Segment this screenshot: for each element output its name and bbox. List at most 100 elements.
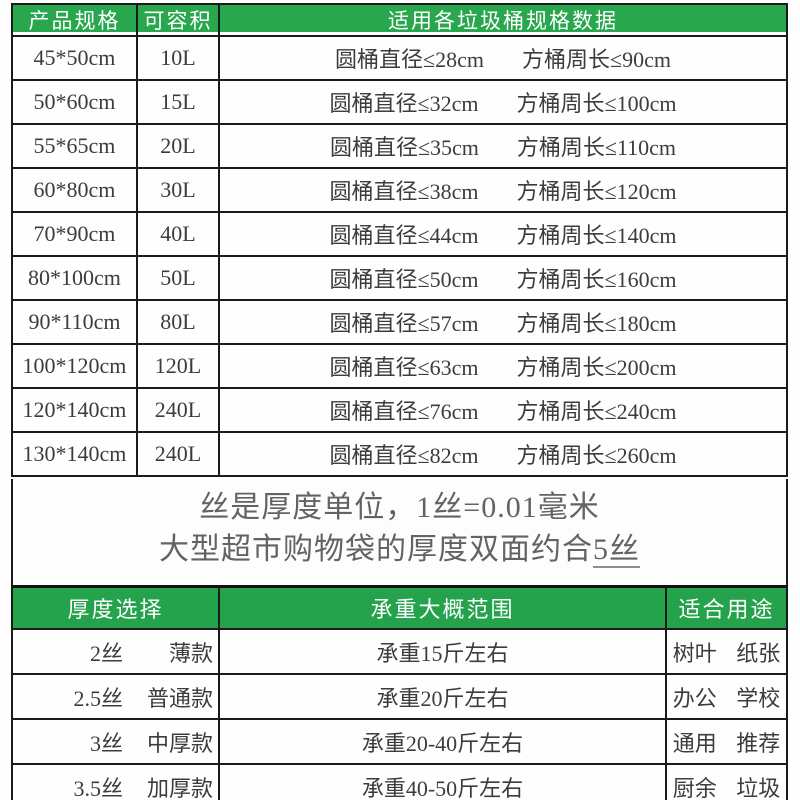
note-line-2: 大型超市购物袋的厚度双面约合5丝 [13,529,786,571]
capacity-cell: 50L [136,255,220,301]
thickness-table-body: 2丝 薄款 承重15斤左右 树叶 纸张 2.5丝 普通款 承重20斤左右 办公 学校 3丝 中厚款… [11,628,788,800]
note-line-1: 丝是厚度单位，1丝=0.01毫米 [199,491,600,524]
table-row: 50*60cm 15L 圆桶直径≤32cm 方桶周长≤100cm [11,79,788,125]
suitable-use-cell: 厨余 垃圾 [665,763,788,800]
capacity-cell: 15L [136,79,220,125]
bin-spec-cell: 圆桶直径≤38cm 方桶周长≤120cm [218,167,788,213]
table-row: 70*90cm 40L 圆桶直径≤44cm 方桶周长≤140cm [11,211,788,257]
table-row: 80*100cm 50L 圆桶直径≤50cm 方桶周长≤160cm [11,255,788,301]
capacity-cell: 10L [136,35,220,81]
thickness-style: 普通款 [146,685,213,711]
thickness-value: 3丝 [89,730,123,756]
round-bin-spec: 圆桶直径≤76cm [329,399,479,424]
table-row: 55*65cm 20L 圆桶直径≤35cm 方桶周长≤110cm [11,123,788,169]
load-range-cell: 承重20-40斤左右 [218,718,667,765]
table-row: 100*120cm 120L 圆桶直径≤63cm 方桶周长≤200cm [11,343,788,389]
product-spec-cell: 60*80cm [11,167,138,213]
square-bin-spec: 方桶周长≤110cm [516,135,677,160]
square-bin-spec: 方桶周长≤100cm [516,91,677,116]
round-bin-spec: 圆桶直径≤44cm [329,223,479,248]
square-bin-spec: 方桶周长≤120cm [516,179,677,204]
suitable-use-cell: 树叶 纸张 [665,628,788,675]
table-row: 60*80cm 30L 圆桶直径≤38cm 方桶周长≤120cm [11,167,788,213]
note-line-2-emphasis: 5丝 [593,533,640,568]
capacity-cell: 30L [136,167,220,213]
capacity-cell: 80L [136,299,220,345]
table-row: 3丝 中厚款 承重20-40斤左右 通用 推荐 [11,718,788,765]
round-bin-spec: 圆桶直径≤32cm [329,91,479,116]
bin-spec-cell: 圆桶直径≤82cm 方桶周长≤260cm [218,431,788,477]
bin-spec-cell: 圆桶直径≤76cm 方桶周长≤240cm [218,387,788,433]
header-suitable-use: 适合用途 [665,585,788,630]
table-row: 2丝 薄款 承重15斤左右 树叶 纸张 [11,628,788,675]
thickness-value: 2.5丝 [73,685,123,711]
note-line-2-text: 大型超市购物袋的厚度双面约合 [159,533,593,566]
product-spec-cell: 100*120cm [11,343,138,389]
thickness-cell: 2丝 薄款 [11,628,220,675]
square-bin-spec: 方桶周长≤200cm [516,355,677,380]
header-product-spec: 产品规格 [11,3,138,37]
square-bin-spec: 方桶周长≤160cm [516,267,677,292]
product-spec-cell: 70*90cm [11,211,138,257]
bin-spec-cell: 圆桶直径≤32cm 方桶周长≤100cm [218,79,788,125]
round-bin-spec: 圆桶直径≤50cm [329,267,479,292]
square-bin-spec: 方桶周长≤240cm [516,399,677,424]
bin-spec-cell: 圆桶直径≤63cm 方桶周长≤200cm [218,343,788,389]
square-bin-spec: 方桶周长≤180cm [516,311,677,336]
header-thickness-choice: 厚度选择 [11,585,220,630]
thickness-table: 厚度选择 承重大概范围 适合用途 2丝 薄款 承重15斤左右 树叶 纸张 2.5丝 普通款… [11,585,788,800]
bin-spec-cell: 圆桶直径≤44cm 方桶周长≤140cm [218,211,788,257]
round-bin-spec: 圆桶直径≤38cm [329,179,479,204]
thickness-cell: 2.5丝 普通款 [11,673,220,720]
square-bin-spec: 方桶周长≤260cm [516,443,677,468]
capacity-cell: 20L [136,123,220,169]
product-spec-cell: 80*100cm [11,255,138,301]
capacity-cell: 40L [136,211,220,257]
load-range-cell: 承重40-50斤左右 [218,763,667,800]
square-bin-spec: 方桶周长≤90cm [522,47,671,72]
load-range-cell: 承重20斤左右 [218,673,667,720]
suitable-use-cell: 通用 推荐 [665,718,788,765]
square-bin-spec: 方桶周长≤140cm [516,223,677,248]
round-bin-spec: 圆桶直径≤82cm [329,443,479,468]
round-bin-spec: 圆桶直径≤63cm [329,355,479,380]
suitable-use-cell: 办公 学校 [665,673,788,720]
capacity-cell: 240L [136,431,220,477]
bin-spec-cell: 圆桶直径≤50cm 方桶周长≤160cm [218,255,788,301]
table-row: 45*50cm 10L 圆桶直径≤28cm 方桶周长≤90cm [11,35,788,81]
bin-spec-cell: 圆桶直径≤57cm 方桶周长≤180cm [218,299,788,345]
thickness-header-row: 厚度选择 承重大概范围 适合用途 [11,585,788,630]
header-capacity: 可容积 [136,3,220,37]
table-row: 90*110cm 80L 圆桶直径≤57cm 方桶周长≤180cm [11,299,788,345]
load-range-cell: 承重15斤左右 [218,628,667,675]
bag-size-table-body: 45*50cm 10L 圆桶直径≤28cm 方桶周长≤90cm 50*60cm 15L 圆桶… [11,35,788,477]
thickness-cell: 3丝 中厚款 [11,718,220,765]
product-spec-cell: 130*140cm [11,431,138,477]
bin-spec-cell: 圆桶直径≤28cm 方桶周长≤90cm [218,35,788,81]
table-row: 120*140cm 240L 圆桶直径≤76cm 方桶周长≤240cm [11,387,788,433]
bag-size-header-row: 产品规格 可容积 适用各垃圾桶规格数据 [11,3,788,37]
product-spec-cell: 90*110cm [11,299,138,345]
thickness-value: 2丝 [89,640,123,666]
product-spec-cell: 120*140cm [11,387,138,433]
round-bin-spec: 圆桶直径≤57cm [329,311,479,336]
thickness-note: 丝是厚度单位，1丝=0.01毫米 大型超市购物袋的厚度双面约合5丝 [11,479,788,589]
product-spec-cell: 55*65cm [11,123,138,169]
bag-size-table: 产品规格 可容积 适用各垃圾桶规格数据 45*50cm 10L 圆桶直径≤28cm 方… [11,3,788,477]
table-row: 3.5丝 加厚款 承重40-50斤左右 厨余 垃圾 [11,763,788,800]
capacity-cell: 240L [136,387,220,433]
thickness-cell: 3.5丝 加厚款 [11,763,220,800]
thickness-style: 中厚款 [146,730,213,756]
table-row: 2.5丝 普通款 承重20斤左右 办公 学校 [11,673,788,720]
product-spec-cell: 50*60cm [11,79,138,125]
thickness-style: 加厚款 [146,775,213,800]
thickness-style: 薄款 [168,640,213,666]
header-bin-spec-data: 适用各垃圾桶规格数据 [218,3,788,37]
capacity-cell: 120L [136,343,220,389]
header-load-range: 承重大概范围 [218,585,667,630]
round-bin-spec: 圆桶直径≤28cm [335,47,484,72]
table-row: 130*140cm 240L 圆桶直径≤82cm 方桶周长≤260cm [11,431,788,477]
round-bin-spec: 圆桶直径≤35cm [329,135,479,160]
bin-spec-cell: 圆桶直径≤35cm 方桶周长≤110cm [218,123,788,169]
